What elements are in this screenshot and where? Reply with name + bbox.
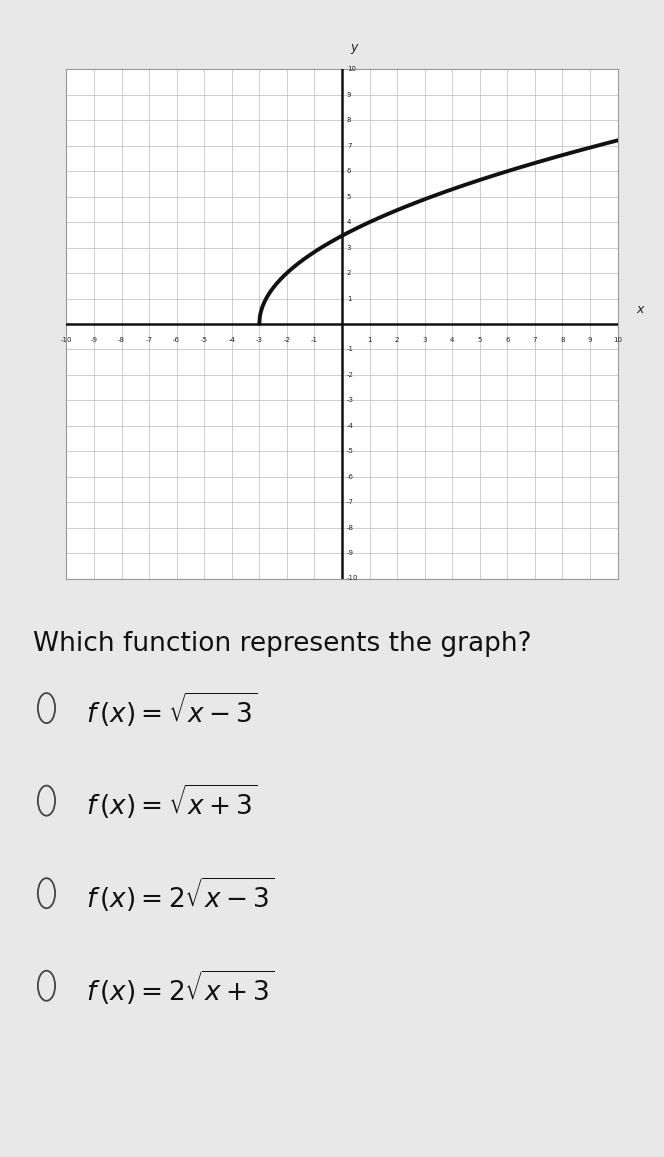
Text: -9: -9 [347, 550, 354, 557]
Text: x: x [637, 303, 644, 316]
Text: 9: 9 [347, 91, 351, 98]
Text: $f\,(x) = 2\sqrt{x+3}$: $f\,(x) = 2\sqrt{x+3}$ [86, 968, 275, 1007]
Text: -7: -7 [347, 499, 354, 506]
Text: $f\,(x) = \sqrt{x+3}$: $f\,(x) = \sqrt{x+3}$ [86, 783, 258, 821]
Text: 3: 3 [422, 337, 427, 342]
Text: -9: -9 [90, 337, 98, 342]
Text: -2: -2 [347, 371, 354, 378]
Text: -8: -8 [118, 337, 125, 342]
Text: 7: 7 [533, 337, 537, 342]
Text: -1: -1 [311, 337, 318, 342]
Text: -6: -6 [173, 337, 180, 342]
Text: -6: -6 [347, 473, 354, 480]
Text: 6: 6 [505, 337, 509, 342]
Text: -4: -4 [228, 337, 235, 342]
Text: -10: -10 [60, 337, 72, 342]
Text: 2: 2 [347, 270, 351, 277]
Text: -1: -1 [347, 346, 354, 353]
Text: -5: -5 [347, 448, 354, 455]
Text: 5: 5 [477, 337, 482, 342]
Text: 7: 7 [347, 142, 351, 149]
Text: $f\,(x) = 2\sqrt{x-3}$: $f\,(x) = 2\sqrt{x-3}$ [86, 876, 275, 914]
Text: -3: -3 [256, 337, 263, 342]
Text: 8: 8 [347, 117, 351, 124]
Text: 9: 9 [588, 337, 592, 342]
Text: -3: -3 [347, 397, 354, 404]
Text: 10: 10 [347, 66, 356, 73]
Text: -4: -4 [347, 422, 354, 429]
Text: -8: -8 [347, 524, 354, 531]
Text: 1: 1 [367, 337, 372, 342]
Text: 10: 10 [613, 337, 622, 342]
Text: 5: 5 [347, 193, 351, 200]
Text: 6: 6 [347, 168, 351, 175]
Text: -7: -7 [145, 337, 153, 342]
Text: 4: 4 [347, 219, 351, 226]
Text: 1: 1 [347, 295, 351, 302]
Text: 2: 2 [395, 337, 399, 342]
Text: 8: 8 [560, 337, 564, 342]
Text: -5: -5 [201, 337, 208, 342]
Text: 4: 4 [450, 337, 454, 342]
Text: $f\,(x) = \sqrt{x-3}$: $f\,(x) = \sqrt{x-3}$ [86, 691, 258, 729]
Text: y: y [350, 42, 358, 54]
Text: -10: -10 [347, 575, 359, 582]
Text: 3: 3 [347, 244, 351, 251]
Text: -2: -2 [284, 337, 290, 342]
Text: Which function represents the graph?: Which function represents the graph? [33, 631, 532, 656]
